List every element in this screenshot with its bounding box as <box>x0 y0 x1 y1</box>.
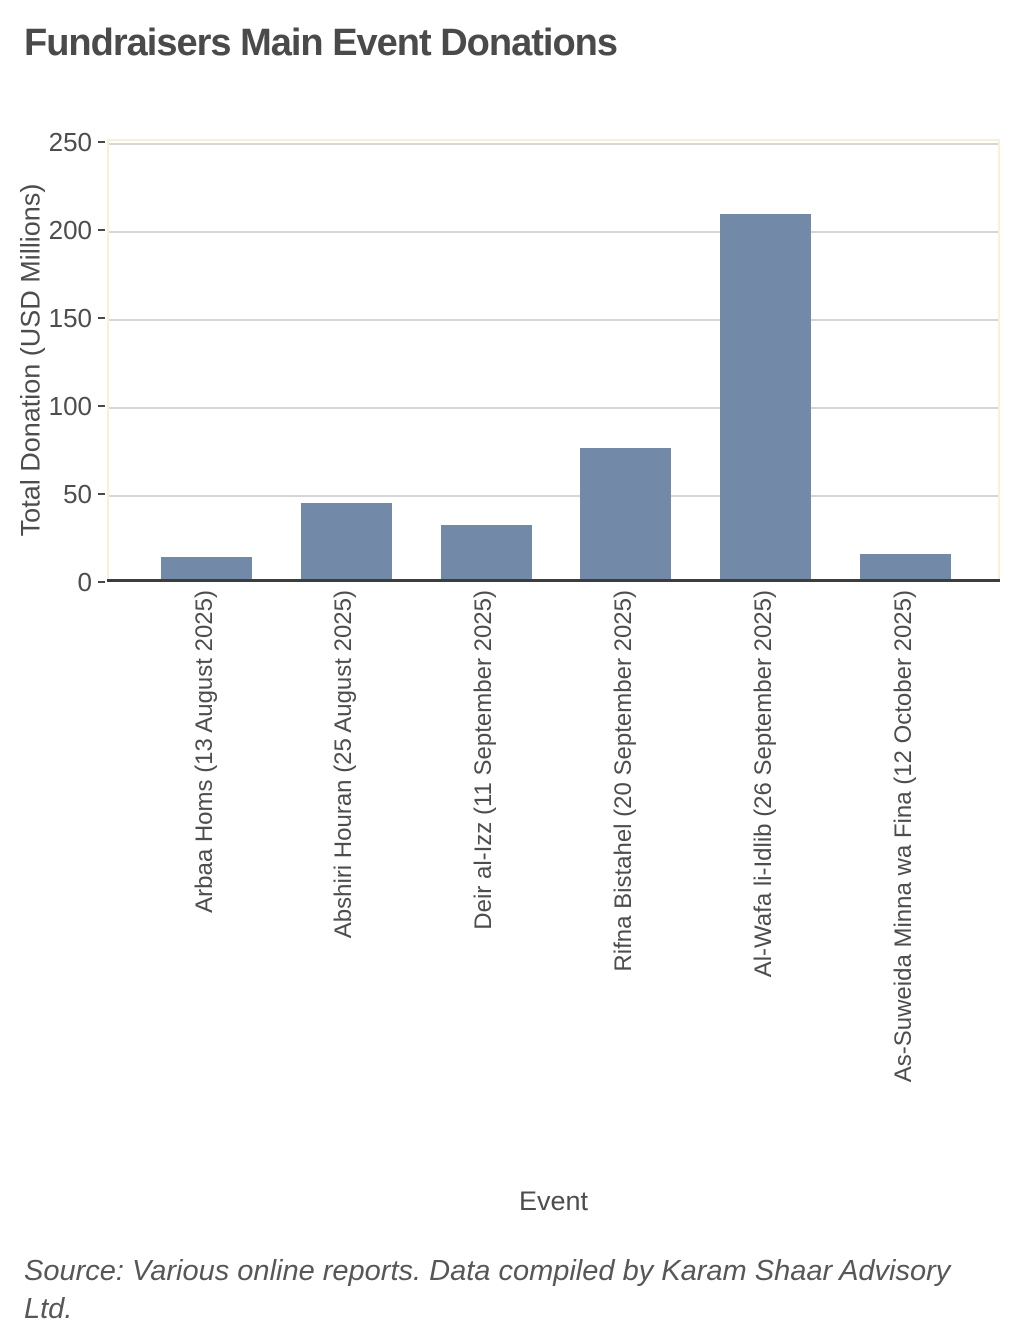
bar-3 <box>440 525 532 580</box>
y-tick <box>98 317 105 319</box>
y-tick-label: 150 <box>48 303 92 333</box>
x-tick-label: Rifna Bistahel (20 September 2025) <box>609 590 637 972</box>
y-tick-label: 100 <box>48 391 92 421</box>
gridline-y-200 <box>109 231 998 233</box>
y-tick-label: 200 <box>48 215 92 245</box>
x-tick-label: Deir al-Izz (11 September 2025) <box>470 590 498 930</box>
y-tick-label: 50 <box>63 479 92 509</box>
bar-6 <box>860 553 951 580</box>
x-axis-title: Event <box>518 1186 589 1216</box>
gridline-y-150 <box>109 319 998 321</box>
bar-1 <box>161 557 252 580</box>
source-note: Source: Various online reports. Data com… <box>24 1255 951 1326</box>
bar-4 <box>580 448 672 580</box>
y-tick <box>98 493 105 495</box>
x-tick-label: Arbaa Homs (13 August 2025) <box>190 590 218 913</box>
y-tick <box>98 581 105 583</box>
gridline-y-50 <box>109 495 998 497</box>
y-tick-label: 0 <box>77 567 92 597</box>
x-tick-label: Al-Wafa li-Idlib (26 September 2025) <box>749 590 777 978</box>
x-axis-line <box>107 579 1000 582</box>
plot-panel <box>107 139 1000 582</box>
x-tick-label: As-Suweida Minna wa Fina (12 October 202… <box>889 590 917 1083</box>
x-tick-label: Abshiri Houran (25 August 2025) <box>330 590 358 939</box>
y-tick <box>98 229 105 231</box>
chart-title: Fundraisers Main Event Donations <box>24 22 618 64</box>
bar-2 <box>300 502 392 580</box>
y-tick-label: 250 <box>48 127 92 157</box>
y-tick <box>98 405 105 407</box>
gridline-y-250 <box>109 143 998 145</box>
y-tick <box>98 141 105 143</box>
gridline-y-100 <box>109 407 998 409</box>
bar-5 <box>720 213 812 580</box>
